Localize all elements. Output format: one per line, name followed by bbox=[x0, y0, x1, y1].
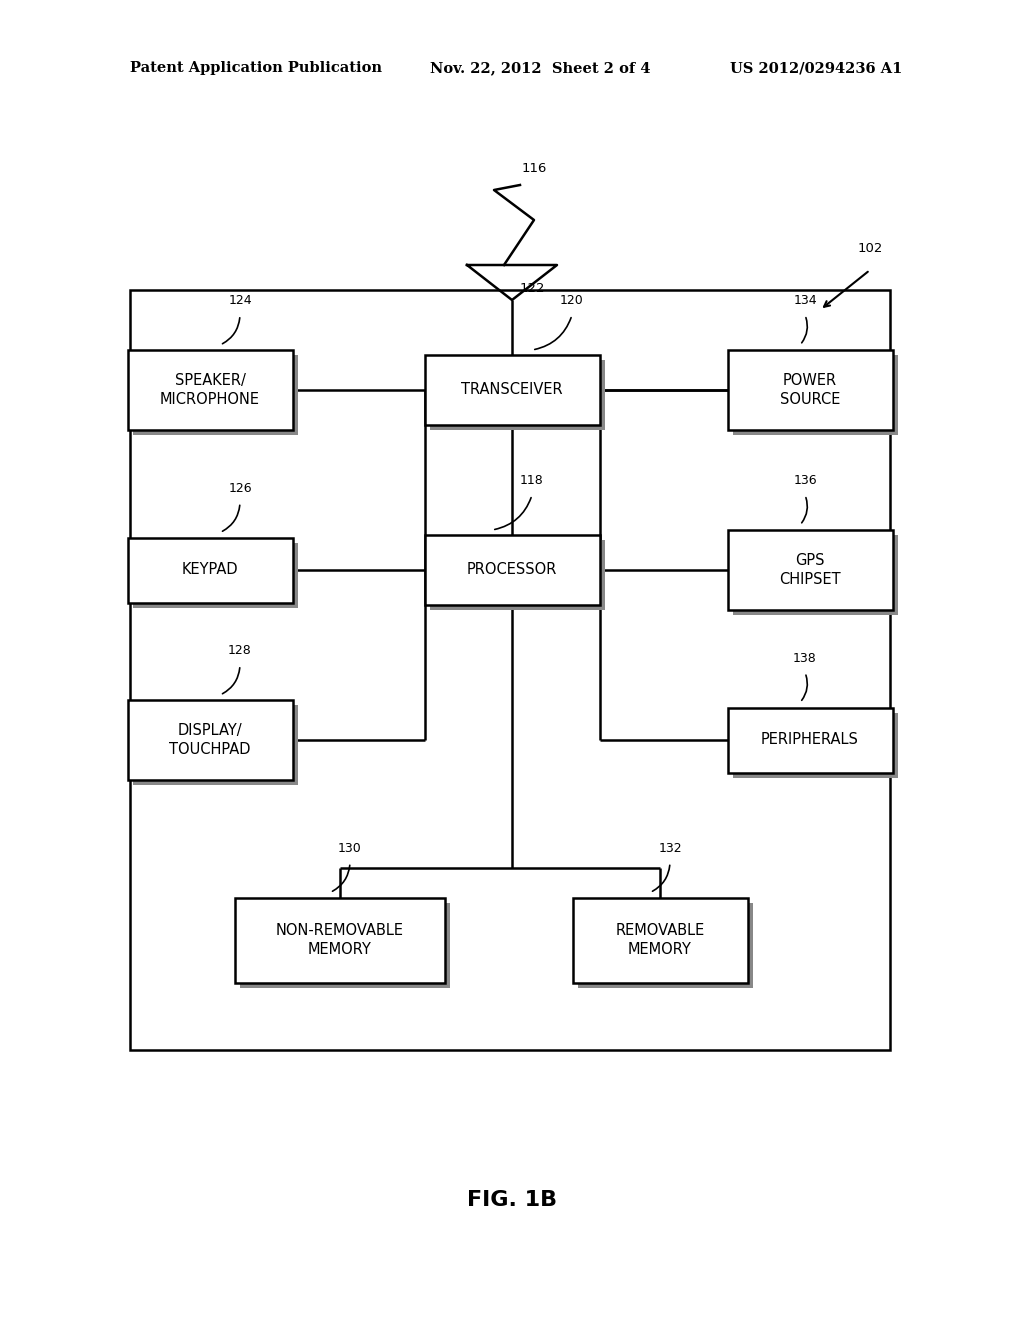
FancyBboxPatch shape bbox=[128, 700, 293, 780]
FancyBboxPatch shape bbox=[128, 537, 293, 602]
Text: 116: 116 bbox=[522, 162, 548, 176]
Text: FIG. 1B: FIG. 1B bbox=[467, 1191, 557, 1210]
Text: GPS
CHIPSET: GPS CHIPSET bbox=[779, 553, 841, 587]
Text: NON-REMOVABLE
MEMORY: NON-REMOVABLE MEMORY bbox=[276, 923, 404, 957]
FancyBboxPatch shape bbox=[732, 535, 897, 615]
FancyBboxPatch shape bbox=[425, 535, 599, 605]
Text: 118: 118 bbox=[520, 474, 544, 487]
Text: REMOVABLE
MEMORY: REMOVABLE MEMORY bbox=[615, 923, 705, 957]
Text: Nov. 22, 2012  Sheet 2 of 4: Nov. 22, 2012 Sheet 2 of 4 bbox=[430, 61, 650, 75]
FancyBboxPatch shape bbox=[132, 543, 298, 607]
FancyBboxPatch shape bbox=[732, 713, 897, 777]
FancyBboxPatch shape bbox=[132, 705, 298, 785]
FancyBboxPatch shape bbox=[732, 355, 897, 436]
Text: 130: 130 bbox=[338, 842, 361, 854]
Text: PERIPHERALS: PERIPHERALS bbox=[761, 733, 859, 747]
Text: 122: 122 bbox=[520, 282, 546, 294]
FancyBboxPatch shape bbox=[234, 898, 445, 982]
FancyBboxPatch shape bbox=[128, 350, 293, 430]
Text: 132: 132 bbox=[658, 842, 682, 854]
FancyBboxPatch shape bbox=[727, 350, 893, 430]
FancyBboxPatch shape bbox=[425, 355, 599, 425]
FancyBboxPatch shape bbox=[130, 290, 890, 1049]
FancyBboxPatch shape bbox=[240, 903, 450, 987]
Text: US 2012/0294236 A1: US 2012/0294236 A1 bbox=[730, 61, 902, 75]
Text: SPEAKER/
MICROPHONE: SPEAKER/ MICROPHONE bbox=[160, 372, 260, 408]
Text: 120: 120 bbox=[560, 294, 584, 308]
FancyBboxPatch shape bbox=[578, 903, 753, 987]
FancyBboxPatch shape bbox=[132, 355, 298, 436]
Text: Patent Application Publication: Patent Application Publication bbox=[130, 61, 382, 75]
Text: KEYPAD: KEYPAD bbox=[181, 562, 239, 578]
FancyBboxPatch shape bbox=[572, 898, 748, 982]
Text: 126: 126 bbox=[228, 482, 252, 495]
Text: 124: 124 bbox=[228, 294, 252, 308]
FancyBboxPatch shape bbox=[429, 360, 604, 430]
Text: DISPLAY/
TOUCHPAD: DISPLAY/ TOUCHPAD bbox=[169, 722, 251, 758]
Text: PROCESSOR: PROCESSOR bbox=[467, 562, 557, 578]
FancyBboxPatch shape bbox=[727, 531, 893, 610]
Text: POWER
SOURCE: POWER SOURCE bbox=[780, 372, 840, 408]
Text: 134: 134 bbox=[794, 294, 817, 308]
Text: 102: 102 bbox=[857, 242, 883, 255]
Text: TRANSCEIVER: TRANSCEIVER bbox=[461, 383, 563, 397]
FancyBboxPatch shape bbox=[429, 540, 604, 610]
Text: 128: 128 bbox=[228, 644, 252, 657]
Text: 136: 136 bbox=[794, 474, 817, 487]
FancyBboxPatch shape bbox=[727, 708, 893, 772]
Text: 138: 138 bbox=[794, 652, 817, 664]
